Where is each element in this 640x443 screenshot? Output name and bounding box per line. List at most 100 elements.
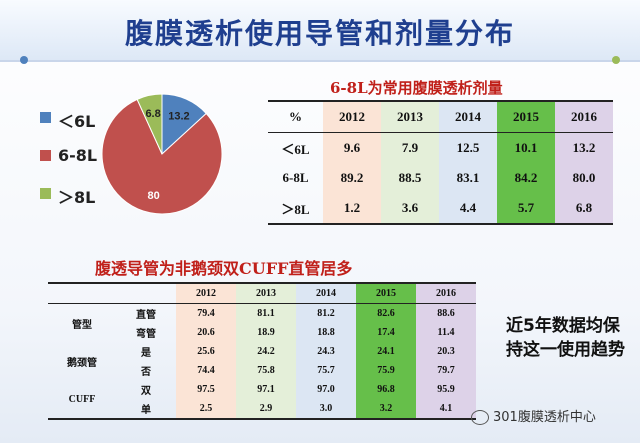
row-label: 双 xyxy=(141,386,151,397)
decorative-dot xyxy=(20,56,28,64)
header-cell: 2012 xyxy=(176,283,236,304)
header-cell xyxy=(116,283,176,304)
table-cell: 79.4 xyxy=(176,303,236,323)
catheter-table: 2012 2013 2014 2015 2016 管型 直管 79.4 81.1 81.2 82.6… xyxy=(48,282,476,420)
table-header-row: 2012 2013 2014 2015 2016 xyxy=(48,283,476,304)
table-cell: 89.2 xyxy=(323,163,381,193)
legend-label: ＞8L xyxy=(58,188,96,207)
table-cell: 81.2 xyxy=(296,303,356,323)
table-cell: 83.1 xyxy=(439,163,497,193)
table-row: ＜6L 9.6 7.9 12.5 10.1 13.2 xyxy=(268,132,613,163)
pie-slice xyxy=(136,93,163,155)
table-cell: 3.2 xyxy=(356,399,416,419)
row-label: 单 xyxy=(141,405,151,416)
table-row: CUFF 双 97.5 97.1 97.0 96.8 95.9 xyxy=(48,380,476,405)
title-bar xyxy=(0,0,640,62)
header-cell: 2016 xyxy=(555,101,613,133)
header-cell: 2013 xyxy=(236,283,296,304)
header-cell: 2016 xyxy=(416,283,476,304)
table-cell: 5.7 xyxy=(497,193,555,224)
trend-note: 近5年数据均保持这一使用趋势 xyxy=(506,316,625,360)
table-cell: 88.6 xyxy=(416,303,476,323)
table-cell: 17.4 xyxy=(356,323,416,342)
table-cell: 2.9 xyxy=(236,399,296,419)
table-cell: 96.8 xyxy=(356,380,416,399)
legend-label: 6-8L xyxy=(58,146,98,165)
table-cell: 97.0 xyxy=(296,380,356,399)
table-row: ＞8L 1.2 3.6 4.4 5.7 6.8 xyxy=(268,193,613,224)
slide-title: 腹膜透析使用导管和剂量分布 xyxy=(124,17,515,50)
dose-table-title: 6-8L为常用腹膜透析剂量 xyxy=(330,79,503,97)
row-label: 6-8L xyxy=(282,170,309,185)
row-label: 否 xyxy=(141,367,151,378)
header-cell xyxy=(48,283,116,304)
table-cell: 13.2 xyxy=(555,132,613,163)
table-row: 6-8L 89.2 88.5 83.1 84.2 80.0 xyxy=(268,163,613,193)
pie-data-label: 6.8 xyxy=(145,108,160,120)
group-label: CUFF xyxy=(68,393,96,405)
table-cell: 82.6 xyxy=(356,303,416,323)
table-row: 管型 直管 79.4 81.1 81.2 82.6 88.6 xyxy=(48,303,476,331)
watermark: 301腹膜透析中心 xyxy=(471,406,596,425)
legend-item: ＞8L xyxy=(40,184,120,207)
header-cell: 2014 xyxy=(439,101,497,133)
table-cell: 24.2 xyxy=(236,342,296,361)
row-label: 弯管 xyxy=(136,329,156,340)
row-label: ＜6L xyxy=(281,141,310,157)
table-cell: 1.2 xyxy=(323,193,381,224)
catheter-table-title: 腹透导管为非鹅颈双CUFF直管居多 xyxy=(95,259,353,278)
header-cell: 2013 xyxy=(381,101,439,133)
table-cell: 81.1 xyxy=(236,303,296,323)
table-cell: 18.8 xyxy=(296,323,356,342)
pie-chart: 13.2 80 6.8 xyxy=(101,93,223,215)
legend-item: 6-8L xyxy=(40,146,120,166)
table-row: 鹅颈管 是 25.6 24.2 24.3 24.1 20.3 xyxy=(48,342,476,369)
table-cell: 88.5 xyxy=(381,163,439,193)
table-cell: 97.5 xyxy=(176,380,236,399)
legend-item: ＜6L xyxy=(40,108,120,131)
table-cell: 2.5 xyxy=(176,399,236,419)
row-label: 直管 xyxy=(136,310,156,321)
row-label: ＞8L xyxy=(281,201,310,217)
table-cell: 75.9 xyxy=(356,361,416,380)
table-cell: 95.9 xyxy=(416,380,476,399)
group-label: 管型 xyxy=(72,319,92,331)
table-cell: 18.9 xyxy=(236,323,296,342)
legend-label: ＜6L xyxy=(58,112,96,131)
table-cell: 75.8 xyxy=(236,361,296,380)
table-cell: 20.6 xyxy=(176,323,236,342)
header-cell: 2012 xyxy=(323,101,381,133)
table-cell: 11.4 xyxy=(416,323,476,342)
table-cell: 84.2 xyxy=(497,163,555,193)
legend-swatch xyxy=(40,112,51,123)
table-cell: 12.5 xyxy=(439,132,497,163)
table-cell: 3.0 xyxy=(296,399,356,419)
table-cell: 74.4 xyxy=(176,361,236,380)
table-cell: 7.9 xyxy=(381,132,439,163)
legend-swatch xyxy=(40,150,51,161)
decorative-dot xyxy=(612,56,620,64)
table-cell: 6.8 xyxy=(555,193,613,224)
table-cell: 25.6 xyxy=(176,342,236,361)
table-cell: 20.3 xyxy=(416,342,476,361)
header-cell: 2015 xyxy=(497,101,555,133)
table-row: 弯管 20.6 18.9 18.8 17.4 11.4 xyxy=(48,323,476,342)
wechat-icon xyxy=(471,410,489,425)
table-cell: 24.3 xyxy=(296,342,356,361)
table-cell: 4.1 xyxy=(416,399,476,419)
header-cell: % xyxy=(268,101,323,133)
group-label: 鹅颈管 xyxy=(67,357,97,369)
table-cell: 9.6 xyxy=(323,132,381,163)
dose-table: % 2012 2013 2014 2015 2016 ＜6L 9.6 7.9 12.5 10.1 13… xyxy=(268,100,613,225)
table-cell: 80.0 xyxy=(555,163,613,193)
table-cell: 24.1 xyxy=(356,342,416,361)
header-cell: 2014 xyxy=(296,283,356,304)
pie-slice xyxy=(101,98,223,215)
table-cell: 79.7 xyxy=(416,361,476,380)
table-row: 否 74.4 75.8 75.7 75.9 79.7 xyxy=(48,361,476,380)
table-row: 单 2.5 2.9 3.0 3.2 4.1 xyxy=(48,399,476,419)
pie-data-label: 13.2 xyxy=(168,111,189,123)
row-label: 是 xyxy=(141,348,151,359)
pie-data-label: 80 xyxy=(147,190,159,202)
